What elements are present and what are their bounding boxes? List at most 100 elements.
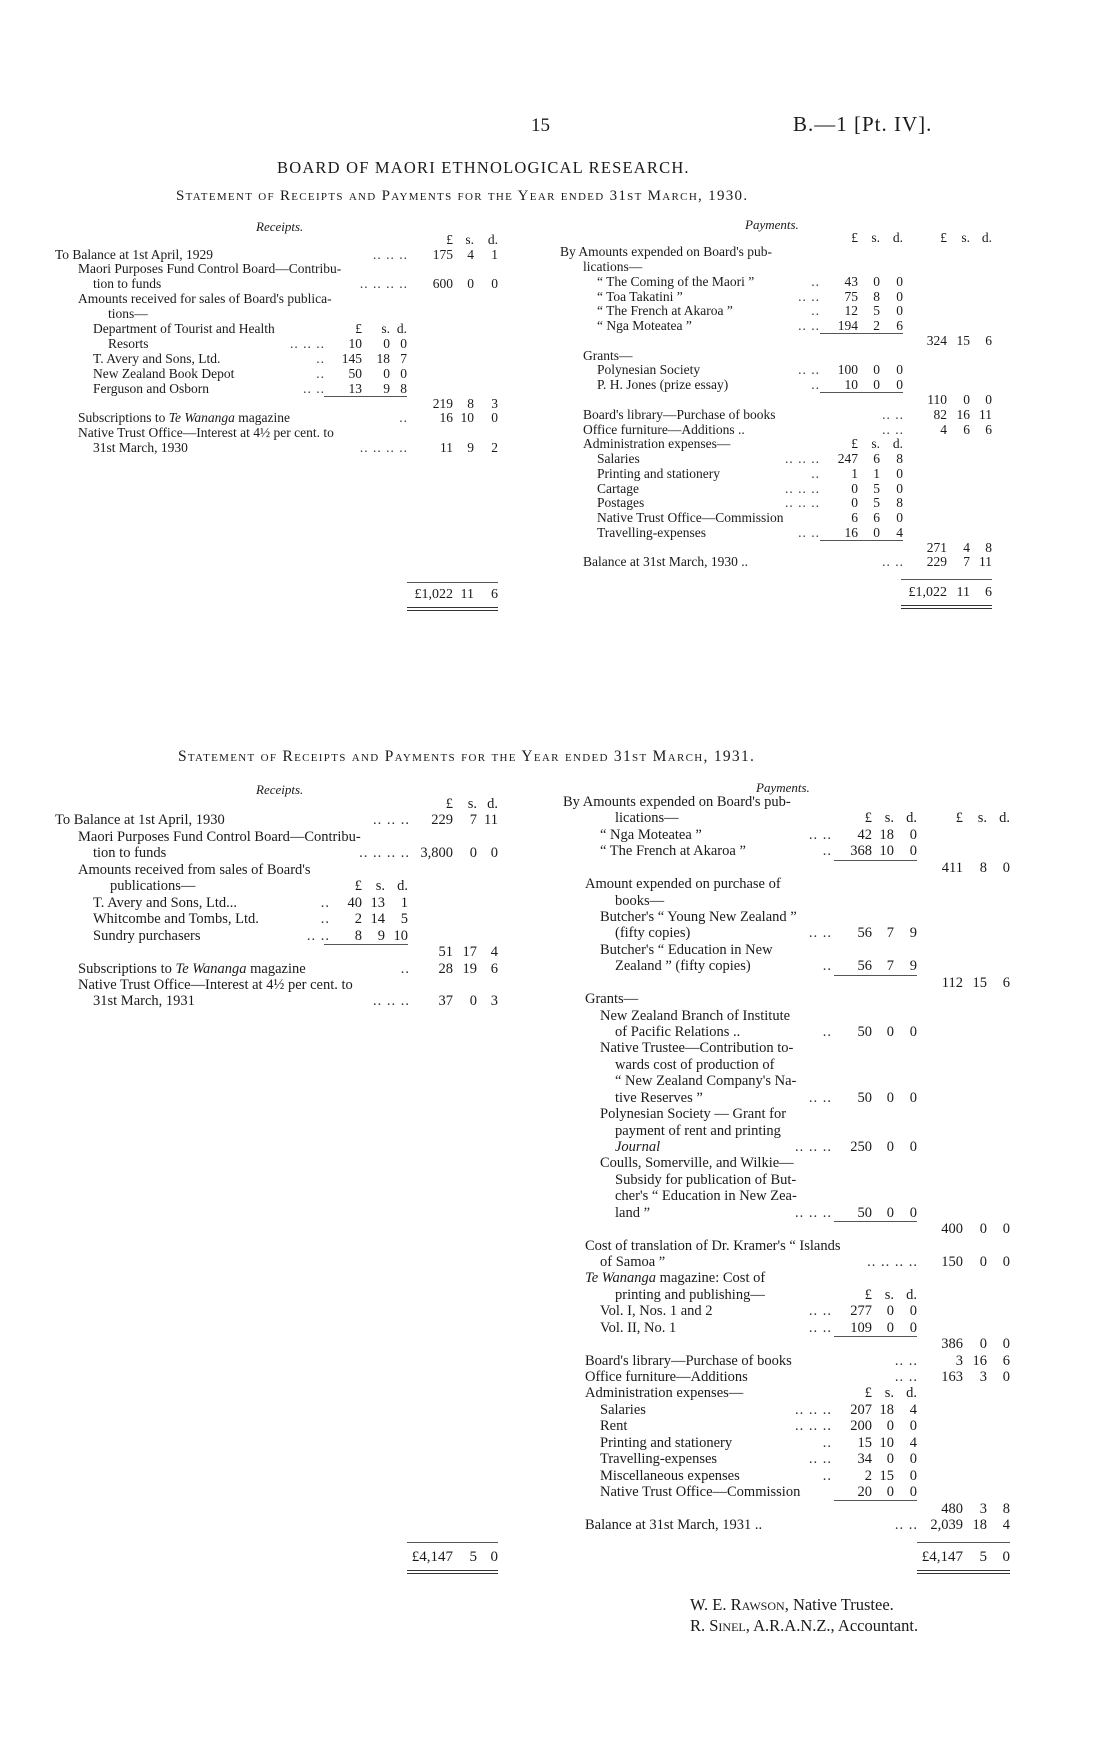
inner-amount-pounds: 10 [348, 335, 363, 351]
outer-amount-pence: d. [981, 229, 992, 245]
row-text: By Amounts expended on Board's pub- [560, 244, 773, 260]
total-amount-pence: 6 [985, 584, 992, 600]
inner-amount-shillings: 0 [886, 1418, 894, 1435]
text-part: magazine [234, 410, 291, 426]
inner-amount-pence: 0 [909, 1303, 917, 1320]
outer-amount-pounds: 3 [955, 1352, 963, 1369]
dot-leader: .. .. [882, 406, 904, 422]
dot-leader: .. .. [306, 927, 330, 944]
dot-leader: .. [399, 410, 408, 426]
signature-native-trustee: W. E. Rawson, Native Trustee. [690, 1595, 894, 1615]
inner-amount-shillings: 13 [370, 894, 386, 911]
outer-amount-pence: 4 [1002, 1516, 1010, 1533]
inner-amount-shillings: s. [884, 1286, 894, 1303]
inner-amount-pounds: 6 [851, 510, 858, 526]
inner-amount-pounds: 50 [857, 1089, 873, 1106]
inner-amount-pence: 8 [400, 380, 407, 396]
inner-amount-pence: 4 [909, 1434, 917, 1451]
inner-amount-pence: 0 [909, 1204, 917, 1221]
total-double-rule [407, 607, 498, 611]
row-text: Native Trust Office—Interest at 4½ per c… [78, 425, 334, 441]
inner-amount-pounds: 250 [850, 1139, 872, 1156]
row-text: Whitcombe and Tombs, Ltd. [93, 911, 259, 928]
row-text: Native Trust Office—Commission [600, 1484, 801, 1501]
inner-amount-pounds: 247 [837, 451, 858, 467]
outer-amount-pence: 6 [985, 421, 992, 437]
outer-amount-pounds: £ [955, 810, 963, 827]
dot-leader: .. [316, 365, 325, 381]
inner-amount-pounds: 50 [348, 365, 363, 381]
row-text: Maori Purposes Fund Control Board—Contri… [78, 828, 361, 845]
outer-amount-shillings: 19 [462, 960, 478, 977]
inner-amount-shillings: 9 [383, 380, 390, 396]
inner-amount-pence: 0 [909, 1024, 917, 1041]
outer-amount-shillings: 16 [956, 406, 971, 422]
dot-leader: .. .. [798, 524, 820, 540]
subtotal-rule [834, 1500, 917, 1502]
dot-leader: .. .. .. [373, 812, 410, 829]
dot-leader: .. .. [894, 1352, 918, 1369]
outer-amount-shillings: 3 [979, 1369, 987, 1386]
payments-1930-heading: Payments. [745, 217, 799, 232]
inner-amount-pounds: 13 [348, 380, 363, 396]
text-part: magazine: Cost of [656, 1270, 766, 1287]
outer-amount-pounds: 11 [440, 440, 453, 456]
inner-amount-pounds: £ [354, 878, 362, 895]
row-text: cher's “ Education in New Zea- [615, 1188, 797, 1205]
inner-amount-pence: 10 [393, 927, 409, 944]
inner-amount-shillings: 0 [886, 1319, 894, 1336]
row-text: To Balance at 1st April, 1930 [55, 812, 225, 829]
inner-amount-shillings: 0 [873, 524, 880, 540]
inner-amount-shillings: 2 [873, 318, 880, 334]
inner-amount-pounds: 1 [851, 465, 858, 481]
row-text: Vol. II, No. 1 [600, 1319, 677, 1336]
outer-amount-pounds: £ [446, 231, 453, 247]
row-text: “ New Zealand Company's Na- [615, 1073, 797, 1090]
dot-leader: .. .. [882, 554, 904, 570]
outer-amount-shillings: 15 [956, 332, 971, 348]
row-text: Department of Tourist and Health [93, 321, 275, 337]
dot-leader: .. .. [894, 1369, 918, 1386]
outer-amount-pence: 3 [490, 993, 498, 1010]
inner-amount-shillings: 18 [376, 350, 391, 366]
outer-amount-pounds: 150 [941, 1254, 963, 1271]
inner-amount-shillings: 15 [879, 1467, 895, 1484]
outer-amount-pounds: 82 [933, 406, 948, 422]
inner-amount-pounds: 40 [347, 894, 363, 911]
receipts-1930-heading: Receipts. [256, 219, 304, 234]
total-rule-top [407, 1542, 498, 1543]
outer-amount-shillings: 7 [963, 554, 970, 570]
row-text: Vol. I, Nos. 1 and 2 [600, 1303, 713, 1320]
inner-amount-shillings: s. [884, 1385, 894, 1402]
row-text: lications— [583, 259, 643, 275]
row-text: books— [615, 892, 665, 909]
total-amount-shillings: 5 [979, 1549, 988, 1565]
row-text: Coulls, Somerville, and Wilkie— [600, 1155, 794, 1172]
outer-amount-pounds: 324 [926, 332, 947, 348]
row-text: tion to funds [93, 845, 167, 862]
row-text: Cartage [597, 480, 639, 496]
dot-leader: .. [320, 894, 330, 911]
outer-amount-shillings: 4 [963, 539, 970, 555]
row-text: Balance at 31st March, 1931 .. [585, 1516, 763, 1533]
inner-amount-shillings: s. [871, 436, 880, 452]
inner-amount-pounds: 75 [844, 288, 859, 304]
dot-leader: .. .. [808, 1089, 832, 1106]
inner-amount-shillings: s. [375, 878, 385, 895]
inner-amount-pence: 8 [896, 495, 903, 511]
inner-amount-shillings: 0 [383, 365, 390, 381]
row-text: Resorts [108, 335, 149, 351]
dot-leader: .. [316, 350, 325, 366]
signatory-role: , A.R.A.N.Z., Accountant. [745, 1616, 919, 1635]
dot-leader: .. .. .. [795, 1139, 832, 1156]
outer-amount-pounds: 112 [941, 974, 963, 991]
dot-leader: .. [811, 303, 820, 319]
inner-amount-shillings: 0 [873, 273, 880, 289]
inner-amount-shillings: 0 [886, 1089, 894, 1106]
row-text: tion to funds [93, 276, 162, 292]
inner-amount-shillings: 6 [873, 510, 880, 526]
italic-title: Te Wananga [585, 1270, 657, 1287]
inner-amount-shillings: 0 [873, 362, 880, 378]
inner-amount-pence: 0 [896, 288, 903, 304]
inner-amount-shillings: 8 [873, 288, 880, 304]
